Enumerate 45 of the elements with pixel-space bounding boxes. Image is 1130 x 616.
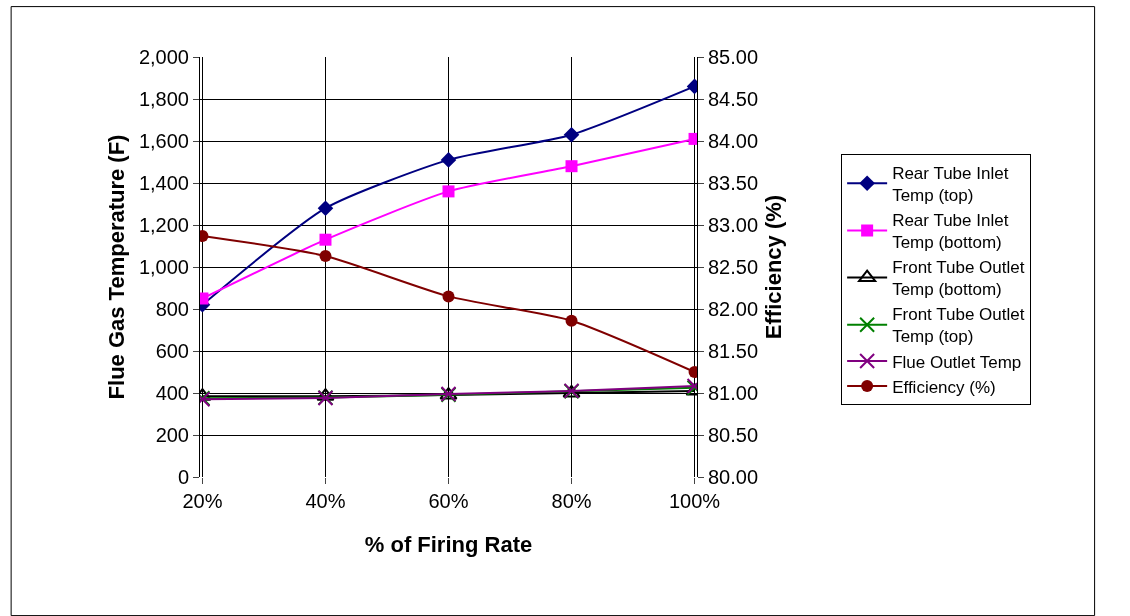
y2-tick-label: 85.00: [708, 46, 759, 68]
y-axis-title: Flue Gas Temperature (F): [103, 134, 129, 400]
y-tick-label: 200: [155, 424, 189, 446]
legend-label: Front Tube Outlet Temp (top): [892, 305, 1025, 347]
y-tick-label: 1,800: [138, 88, 189, 110]
y-tick-label: 400: [155, 382, 189, 404]
point: [319, 233, 332, 246]
legend-label: Flue Outlet Temp: [892, 352, 1022, 372]
y-tick-label: 1,200: [138, 214, 189, 236]
y2-tick-label: 81.00: [708, 382, 759, 404]
y-tick-label: 800: [155, 298, 189, 320]
point: [565, 160, 578, 173]
x-tick-label: 20%: [182, 490, 223, 512]
point: [563, 126, 580, 143]
point: [440, 152, 457, 168]
x-tick-label: 40%: [305, 490, 346, 512]
legend-label: Rear Tube Inlet Temp (bottom): [892, 210, 1009, 253]
y2-tick-label: 80.00: [708, 466, 759, 488]
y2-axis-title: Efficiency (%): [760, 194, 786, 340]
y-tick-label: 0: [177, 466, 189, 488]
x-tick-label: 60%: [428, 490, 469, 512]
y-tick-label: 2,000: [138, 46, 189, 68]
x-tick-label: 80%: [551, 490, 592, 512]
y2-tick-label: 82.00: [708, 298, 759, 320]
y2-tick-label: 81.50: [708, 340, 759, 362]
x-tick-label: 100%: [668, 490, 721, 512]
y-tick-label: 1,400: [138, 172, 189, 194]
point: [317, 200, 334, 216]
y2-tick-label: 82.50: [708, 256, 759, 278]
y2-tick-label: 83.00: [708, 214, 759, 236]
y2-tick-label: 84.50: [708, 88, 759, 110]
point: [319, 250, 332, 263]
legend-label: Rear Tube Inlet Temp (top): [892, 163, 1009, 205]
y2-tick-label: 83.50: [708, 172, 759, 194]
y-tick-label: 1,000: [138, 256, 189, 278]
y2-tick-label: 84.00: [708, 130, 759, 152]
point: [565, 314, 578, 327]
point: [442, 290, 455, 303]
y-tick-label: 1,600: [138, 130, 189, 152]
legend-label: Efficiency (%): [892, 377, 996, 397]
x-axis-title: % of Firing Rate: [364, 531, 533, 557]
point: [442, 185, 455, 198]
y-tick-label: 600: [155, 340, 189, 362]
y2-tick-label: 80.50: [708, 424, 759, 446]
legend-label: Front Tube Outlet Temp (bottom): [892, 258, 1025, 300]
